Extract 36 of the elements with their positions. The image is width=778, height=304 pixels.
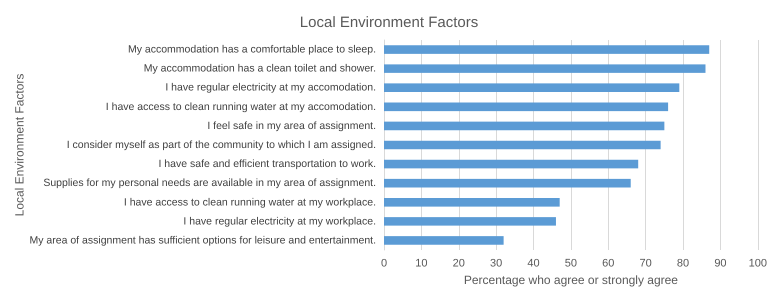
y-tick-label: I have regular electricity at my workplace.: [183, 215, 376, 228]
y-tick-label: I have safe and efficient transportation to work.: [158, 158, 376, 170]
bar: [384, 140, 661, 150]
y-tick-label: I feel safe in my area of assignment.: [207, 120, 376, 132]
x-tick-label: 90: [714, 258, 727, 270]
y-axis-title: Local Environment Factors: [12, 74, 27, 216]
bar: [384, 102, 668, 112]
y-tick-label: Supplies for my personal needs are available in my area of assignment.: [43, 177, 376, 190]
bar: [384, 64, 706, 73]
bar: [384, 83, 680, 92]
x-tick-label: 40: [527, 258, 540, 270]
bar: [384, 217, 556, 226]
y-tick-label: My accommodation has a clean toilet and shower.: [144, 62, 376, 75]
y-tick-label: I have access to clean running water at my workplace.: [124, 196, 376, 208]
x-tick-label: 20: [452, 258, 465, 270]
y-tick-label: My accommodation has a comfortable place to sleep.: [128, 44, 376, 56]
y-tick-label: I have access to clean running water at my accomodation.: [106, 100, 376, 113]
x-tick-label: 50: [564, 258, 578, 270]
x-tick-label: 10: [415, 258, 428, 270]
x-axis-title: Percentage who agree or strongly agree: [464, 273, 678, 287]
chart-title: Local Environment Factors: [300, 14, 478, 31]
x-tick-label: 30: [490, 258, 502, 270]
x-tick-label: 100: [748, 258, 768, 270]
x-tick-label: 60: [602, 258, 614, 270]
bar: [384, 236, 504, 245]
x-tick-label: 70: [640, 258, 652, 270]
y-tick-label: I have regular electricity at my accomodation.: [165, 82, 376, 94]
bar: [384, 45, 710, 54]
bar: [384, 198, 560, 207]
bar: [384, 122, 664, 130]
bar: [384, 160, 638, 168]
x-tick-label: 0: [380, 258, 388, 270]
x-tick-label: 80: [676, 258, 690, 270]
bar: [384, 178, 631, 188]
y-tick-label: I consider myself as part of the community to which I am assigned.: [66, 139, 376, 151]
y-tick-label: My area of assignment has sufficient options for leisure and entertainment.: [30, 234, 376, 246]
